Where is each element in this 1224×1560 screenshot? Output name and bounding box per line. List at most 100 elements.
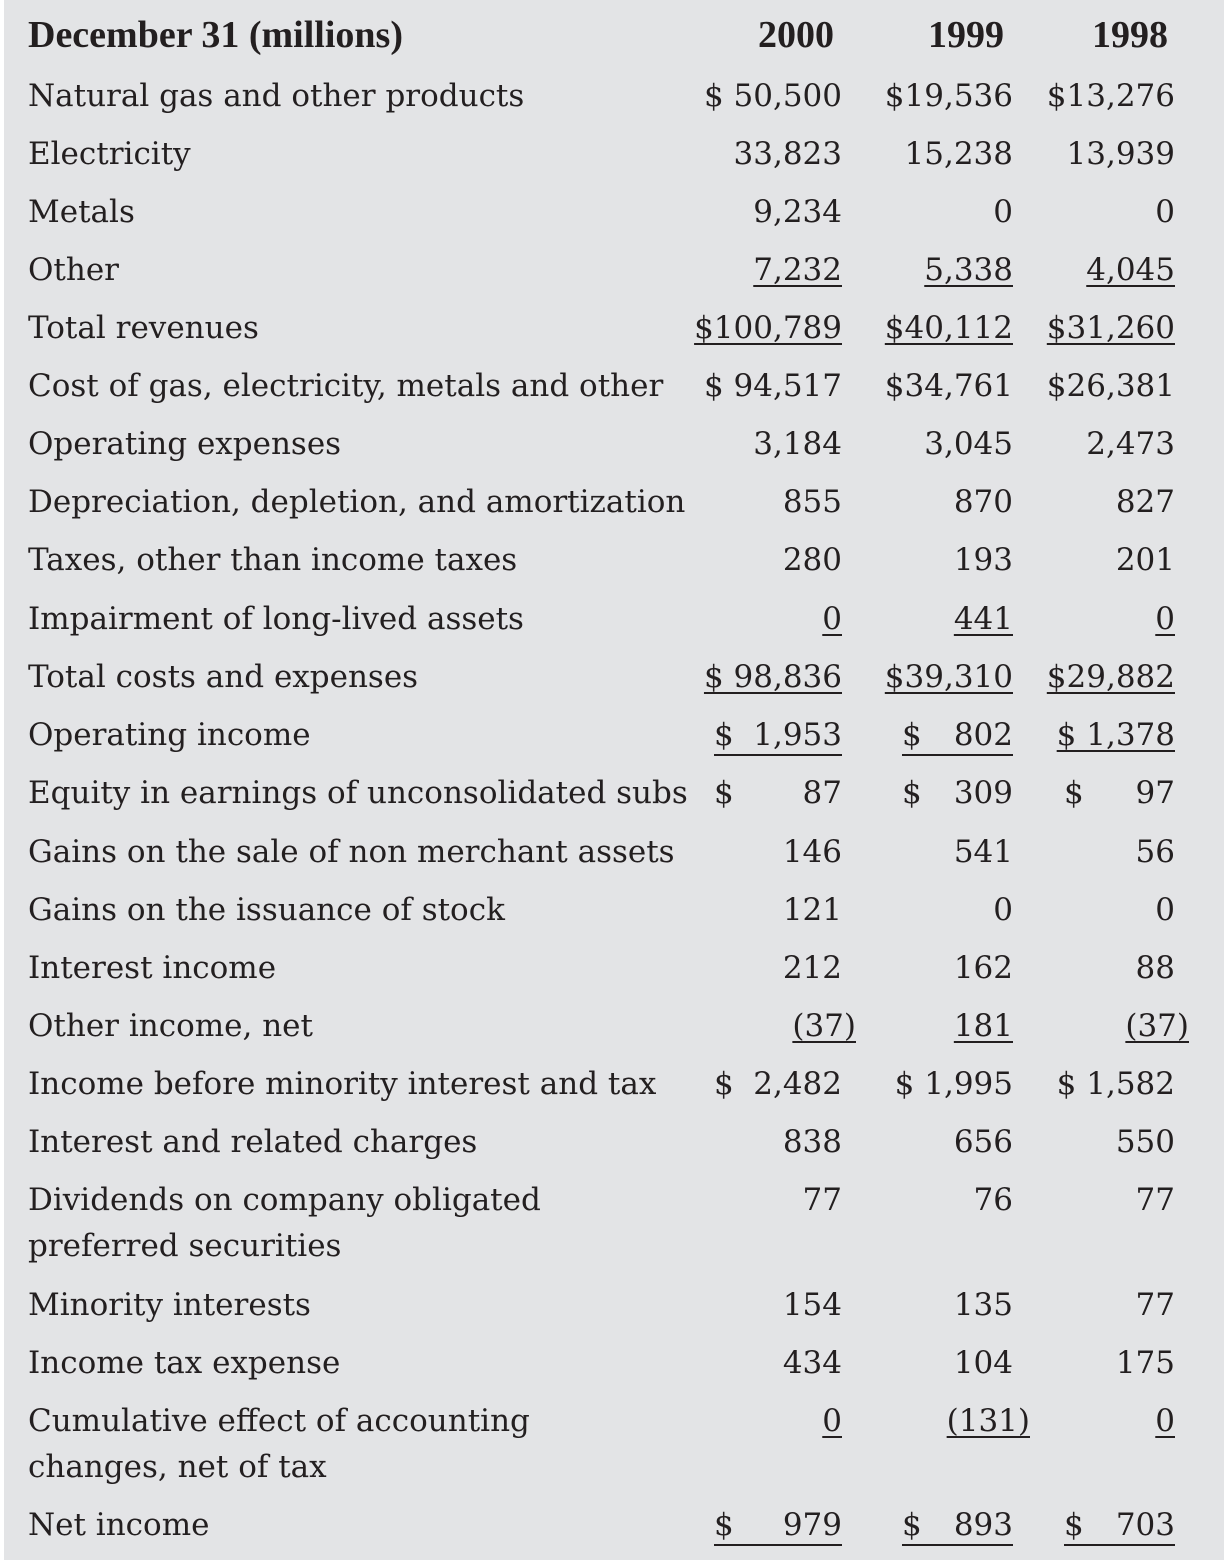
cell-1998: $26,381	[1046, 368, 1175, 404]
cell-2000: 77	[802, 1182, 842, 1218]
row-label: Income before minority interest and tax	[28, 1066, 657, 1102]
cell-1998: 0	[1155, 1403, 1175, 1439]
cell-2000: $ 94,517	[703, 368, 842, 404]
cell-1999: $19,536	[884, 78, 1013, 114]
cell-2000: 146	[782, 834, 842, 870]
cell-1999: 893	[953, 1507, 1013, 1543]
underline-1999	[902, 754, 1013, 756]
row-label: Minority interests	[28, 1287, 311, 1323]
underline-1998	[1064, 1544, 1175, 1546]
cell-1999: 441	[953, 601, 1013, 637]
cell-1999: 870	[953, 484, 1013, 520]
row-label: Electricity	[28, 136, 191, 172]
cell-2000: 280	[782, 542, 842, 578]
cell-1998: $29,882	[1046, 659, 1175, 695]
cell-1998: 56	[1135, 834, 1175, 870]
row-label: Gains on the sale of non merchant assets	[28, 834, 675, 870]
cell-1998: $31,260	[1046, 310, 1175, 346]
underline-2000	[714, 754, 842, 756]
cell-1998: $ 1,582	[1056, 1066, 1175, 1102]
underline-2000	[714, 1544, 842, 1546]
cell-2000: 979	[782, 1507, 842, 1543]
cell-2000: 0	[822, 601, 842, 637]
cell-2000: 154	[782, 1287, 842, 1323]
underline-1999	[902, 1544, 1013, 1546]
cell-2000: $100,789	[694, 310, 842, 346]
cell-2000: 0	[822, 1403, 842, 1439]
cell-1999: 162	[953, 950, 1013, 986]
cell-2000: 2,482	[753, 1066, 842, 1102]
cell-1999: $ 1,995	[894, 1066, 1013, 1102]
row-label: Interest and related charges	[28, 1124, 478, 1160]
cell-1998: 827	[1115, 484, 1175, 520]
cell-1998: $ 1,378	[1056, 717, 1175, 753]
dollar-sign-2000: $	[714, 775, 734, 811]
cell-2000: 121	[782, 892, 842, 928]
cell-1999: $39,310	[884, 659, 1013, 695]
cell-1998: (37)	[1125, 1008, 1189, 1044]
cell-1999: 5,338	[924, 252, 1013, 288]
column-header-1998: 1998	[1092, 14, 1168, 56]
dollar-sign-1999: $	[902, 775, 922, 811]
cell-1998: 77	[1135, 1287, 1175, 1323]
cell-2000: $ 98,836	[703, 659, 842, 695]
row-label: Cumulative effect of accounting changes,…	[28, 1403, 530, 1485]
cell-1998: 13,939	[1066, 136, 1175, 172]
cell-1998: 703	[1115, 1507, 1175, 1543]
dollar-sign-1998: $	[1064, 1507, 1084, 1543]
cell-1998: 97	[1135, 775, 1175, 811]
cell-1998: 201	[1115, 542, 1175, 578]
row-label: Total revenues	[28, 310, 259, 346]
row-label: Natural gas and other products	[28, 78, 525, 114]
dollar-sign-1998: $	[1064, 775, 1084, 811]
cell-2000: 33,823	[733, 136, 842, 172]
cell-1999: 193	[953, 542, 1013, 578]
row-label: Dividends on company obligated preferred…	[28, 1182, 541, 1264]
row-label: Other	[28, 252, 120, 288]
cell-1998: $13,276	[1046, 78, 1175, 114]
column-header-2000: 2000	[758, 14, 834, 56]
cell-1998: 2,473	[1086, 426, 1175, 462]
row-label: Net income	[28, 1507, 210, 1543]
cell-1999: $34,761	[884, 368, 1013, 404]
cell-1998: 77	[1135, 1182, 1175, 1218]
cell-2000: 87	[802, 775, 842, 811]
cell-1998: 0	[1155, 892, 1175, 928]
cell-1999: 309	[953, 775, 1013, 811]
cell-2000: $ 50,500	[703, 78, 842, 114]
column-header-1999: 1999	[928, 14, 1004, 56]
cell-1999: 656	[953, 1124, 1013, 1160]
dollar-sign-2000: $	[714, 1066, 734, 1102]
cell-1999: 135	[953, 1287, 1013, 1323]
row-label: Gains on the issuance of stock	[28, 892, 505, 928]
cell-2000: 838	[782, 1124, 842, 1160]
row-label: Taxes, other than income taxes	[28, 542, 518, 578]
row-label: Income tax expense	[28, 1345, 341, 1381]
row-label: Operating expenses	[28, 426, 342, 462]
cell-1999: 181	[953, 1008, 1013, 1044]
row-label: Cost of gas, electricity, metals and oth…	[28, 368, 664, 404]
table-title: December 31 (millions)	[28, 14, 403, 56]
cell-2000: 212	[782, 950, 842, 986]
dollar-sign-2000: $	[714, 1507, 734, 1543]
cell-2000: 9,234	[753, 194, 842, 230]
dollar-sign-2000: $	[714, 717, 734, 753]
cell-2000: 3,184	[753, 426, 842, 462]
cell-2000: 1,953	[753, 717, 842, 753]
row-label: Interest income	[28, 950, 277, 986]
cell-1998: 0	[1155, 194, 1175, 230]
cell-1998: 4,045	[1086, 252, 1175, 288]
cell-1998: 550	[1115, 1124, 1175, 1160]
cell-1999: 541	[953, 834, 1013, 870]
cell-1999: 104	[953, 1345, 1013, 1381]
cell-1999: 0	[993, 194, 1013, 230]
cell-2000: 7,232	[753, 252, 842, 288]
cell-2000: (37)	[792, 1008, 856, 1044]
cell-1999: 0	[993, 892, 1013, 928]
cell-1999: 15,238	[904, 136, 1013, 172]
cell-1999: 3,045	[924, 426, 1013, 462]
row-label: Equity in earnings of unconsolidated sub…	[28, 775, 688, 811]
cell-1999: (131)	[946, 1403, 1030, 1439]
dollar-sign-1999: $	[902, 1507, 922, 1543]
cell-1998: 88	[1135, 950, 1175, 986]
